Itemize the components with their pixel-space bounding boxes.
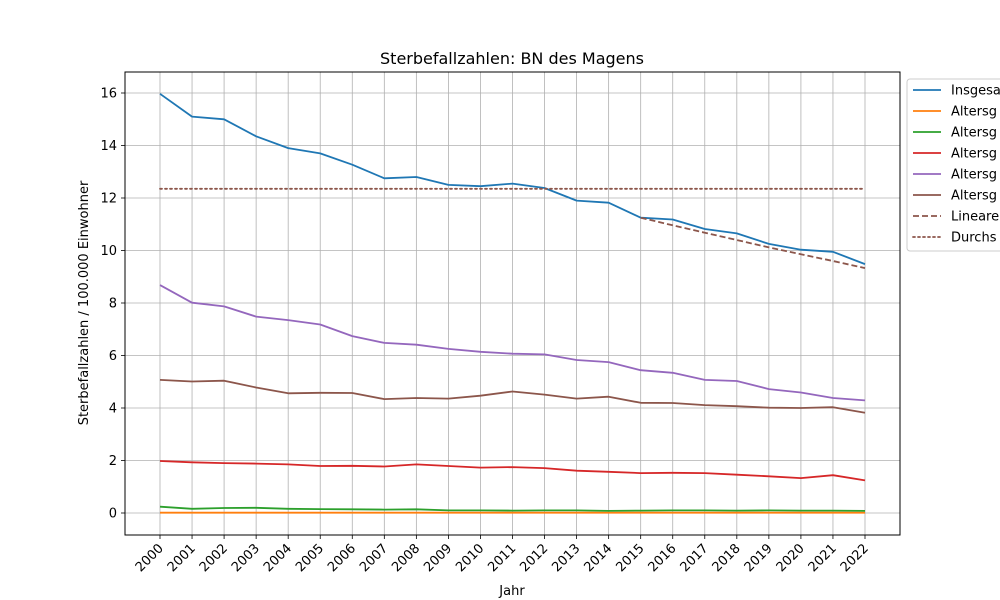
y-tick-label: 4 bbox=[109, 402, 117, 417]
y-axis-title: Sterbefallzahlen / 100.000 Einwohner bbox=[77, 180, 92, 425]
legend-label-2: Altersg bbox=[951, 126, 997, 141]
series-lines bbox=[159, 93, 866, 514]
y-tick-label: 14 bbox=[100, 139, 117, 154]
legend-label-6: Lineare bbox=[951, 210, 999, 225]
y-tick-label: 6 bbox=[109, 349, 117, 364]
series-line-2 bbox=[159, 505, 866, 512]
y-tick-label: 0 bbox=[109, 507, 117, 522]
series-line-0 bbox=[159, 93, 866, 265]
legend-label-0: Insgesa bbox=[951, 84, 1000, 99]
legend-label-3: Altersg bbox=[951, 147, 997, 162]
series-line-3 bbox=[159, 460, 866, 482]
legend: Insgesa Altersg Altersg Altersg Altersg Alter… bbox=[906, 78, 1000, 252]
legend-label-4: Altersg bbox=[951, 168, 997, 183]
y-tick-label: 8 bbox=[109, 297, 117, 312]
series-line-6 bbox=[640, 216, 866, 269]
series-line-4 bbox=[159, 284, 866, 402]
legend-label-5: Altersg bbox=[951, 189, 997, 204]
legend-label-1: Altersg bbox=[951, 105, 997, 120]
x-axis-title: Jahr bbox=[498, 584, 525, 599]
legend-box bbox=[906, 78, 1000, 252]
series-line-5 bbox=[159, 379, 866, 414]
y-tick-label: 10 bbox=[100, 244, 117, 259]
y-tick-label: 12 bbox=[100, 192, 117, 207]
y-tick-label: 2 bbox=[109, 454, 117, 469]
legend-label-7: Durchs bbox=[951, 231, 997, 246]
y-tick-label: 16 bbox=[100, 87, 117, 102]
chart-title: Sterbefallzahlen: BN des Magens bbox=[380, 49, 644, 68]
